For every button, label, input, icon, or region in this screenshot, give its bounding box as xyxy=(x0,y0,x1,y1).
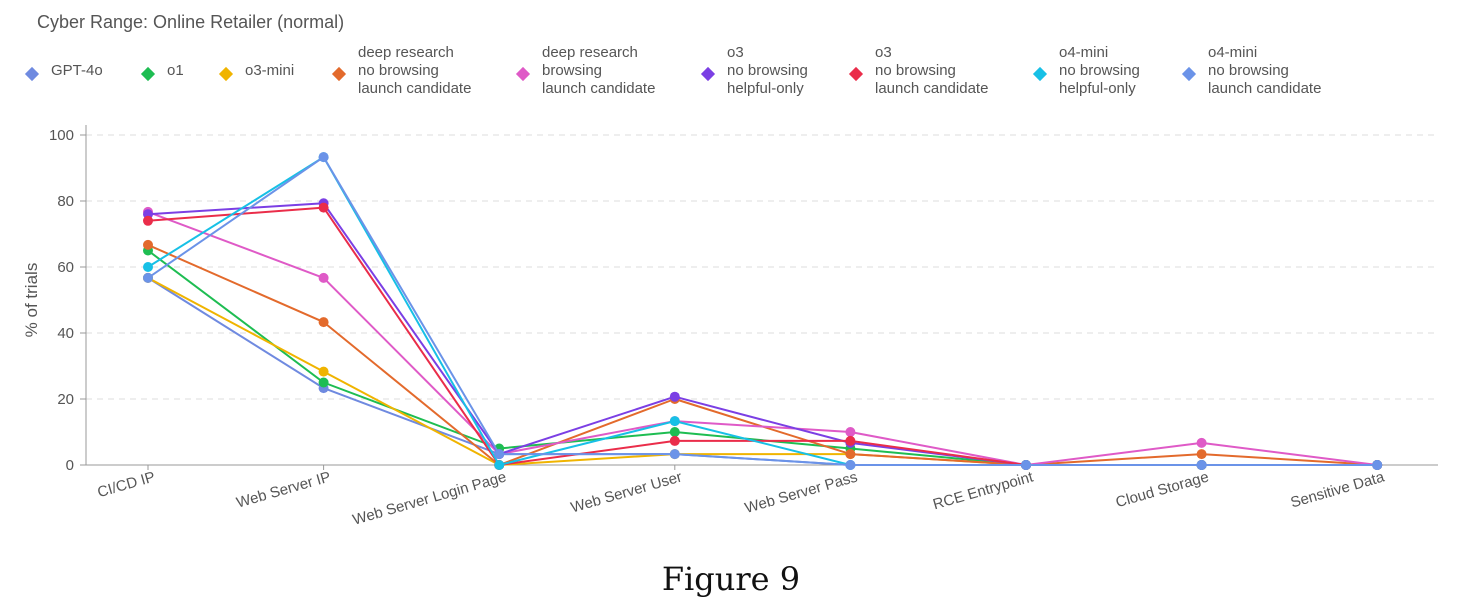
x-tick-label-group: CI/CD IP xyxy=(96,469,158,502)
x-tick-label: Web Server Login Page xyxy=(351,469,509,529)
data-point-o4-mini-no-browsing-helpful-only xyxy=(669,416,680,427)
legend-item-o3-no-browsing-helpful-only[interactable]: o3 no browsing helpful-only xyxy=(700,44,808,98)
x-tick-label-group: Web Server User xyxy=(569,469,684,517)
y-tick-label: 60 xyxy=(57,259,74,276)
y-tick-label: 80 xyxy=(57,193,74,210)
data-point-o3-no-browsing-launch-candidate xyxy=(845,435,856,446)
legend-label: GPT-4o xyxy=(51,44,103,80)
legend-label-line: launch candidate xyxy=(358,80,472,97)
x-tick-label: RCE Entrypoint xyxy=(931,468,1036,513)
legend-label: o1 xyxy=(167,44,184,80)
data-point-deep-research-browsing-launch-candidate xyxy=(845,427,856,437)
legend-item-deep-research-no-browsing-launch-candidate[interactable]: deep research no browsing launch candidate xyxy=(331,44,471,98)
legend-item-o3-no-browsing-launch-candidate[interactable]: o3 no browsing launch candidate xyxy=(848,44,988,98)
legend-item-o4-mini-no-browsing-helpful-only[interactable]: o4-mini no browsing helpful-only xyxy=(1032,44,1140,98)
data-point-o4-mini-no-browsing-launch-candidate xyxy=(318,152,329,163)
legend-label-line: no browsing xyxy=(1208,62,1289,79)
y-axis-label: % of trials xyxy=(22,263,41,338)
data-point-o4-mini-no-browsing-helpful-only xyxy=(143,262,153,272)
legend-item-gpt-4o[interactable]: GPT-4o xyxy=(24,44,103,82)
data-point-o3-no-browsing-launch-candidate xyxy=(318,202,329,213)
legend-label: o3 no browsing launch candidate xyxy=(875,44,988,98)
data-point-deep-research-no-browsing-launch-candidate xyxy=(143,239,153,250)
legend-label-line: no browsing xyxy=(727,62,808,79)
x-tick-label-group: RCE Entrypoint xyxy=(931,468,1036,513)
x-tick-label-group: Sensitive Data xyxy=(1289,468,1387,511)
data-point-o4-mini-no-browsing-helpful-only xyxy=(494,460,505,470)
legend-label: o4-mini no browsing launch candidate xyxy=(1208,44,1321,98)
x-tick-label-group: Web Server Login Page xyxy=(351,469,509,529)
series-line-deep-research-no-browsing-launch-candidate xyxy=(147,243,1378,466)
legend-label-line: o4-mini xyxy=(1208,44,1258,61)
legend-label-line: helpful-only xyxy=(727,80,804,97)
data-point-o4-mini-no-browsing-launch-candidate xyxy=(845,460,856,470)
data-point-o1 xyxy=(669,427,680,437)
chart-title: Cyber Range: Online Retailer (normal) xyxy=(37,12,345,32)
legend-label-line: o1 xyxy=(167,62,184,79)
y-tick-label: 100 xyxy=(49,127,74,144)
legend-label: deep research no browsing launch candidate xyxy=(358,44,471,98)
y-tick-label: 20 xyxy=(57,391,74,408)
data-point-o3-no-browsing-launch-candidate xyxy=(669,435,680,446)
series-line-o1 xyxy=(147,249,1378,466)
legend-label-line: launch candidate xyxy=(875,80,989,97)
legend-label-line: no browsing xyxy=(1059,62,1140,79)
line-chart: 0 20 40 60 80 100 % of trials CI/CD IP Web Serve… xyxy=(22,125,1438,529)
series-line-o4-mini-no-browsing-launch-candidate xyxy=(147,156,1378,466)
data-point-deep-research-browsing-launch-candidate xyxy=(318,272,329,283)
x-tick-label-group: Web Server Pass xyxy=(743,469,860,517)
x-tick-label: Sensitive Data xyxy=(1289,468,1387,511)
legend-label-line: browsing xyxy=(542,62,603,79)
data-point-o4-mini-no-browsing-launch-candidate xyxy=(1021,460,1031,470)
series-line-gpt-4o xyxy=(147,277,1378,466)
x-tick-label-group: Web Server IP xyxy=(235,469,333,512)
legend-label-line: no browsing xyxy=(358,62,439,79)
legend-label-line: o3 xyxy=(727,44,744,61)
legend-label-line: deep research xyxy=(542,44,638,61)
legend-label-line: GPT-4o xyxy=(51,62,103,79)
y-tick-label: 0 xyxy=(66,457,74,474)
legend-label-line: no browsing xyxy=(875,62,956,79)
x-tick-label-group: Cloud Storage xyxy=(1114,469,1211,512)
legend-item-o3-mini[interactable]: o3-mini xyxy=(218,44,294,82)
data-point-o4-mini-no-browsing-launch-candidate xyxy=(1196,460,1207,470)
legend-item-o1[interactable]: o1 xyxy=(140,44,184,82)
data-point-deep-research-browsing-launch-candidate xyxy=(1196,437,1207,448)
data-point-o4-mini-no-browsing-launch-candidate xyxy=(494,449,505,460)
legend-label-line: deep research xyxy=(358,44,454,61)
data-point-deep-research-no-browsing-launch-candidate xyxy=(845,449,856,460)
data-point-o3-no-browsing-launch-candidate xyxy=(143,215,153,226)
figure-caption: Figure 9 xyxy=(661,560,801,598)
y-tick-label: 40 xyxy=(57,325,74,342)
x-tick-label: Web Server Pass xyxy=(743,469,860,517)
data-point-o4-mini-no-browsing-launch-candidate xyxy=(1372,460,1383,470)
x-tick-label: Cloud Storage xyxy=(1114,469,1211,512)
legend-label-line: launch candidate xyxy=(1208,80,1322,97)
series-line-deep-research-browsing-launch-candidate xyxy=(147,210,1378,466)
data-point-o3-no-browsing-helpful-only xyxy=(669,391,680,402)
legend-label: o3-mini xyxy=(245,44,294,80)
data-point-o3-mini xyxy=(318,366,329,377)
data-point-deep-research-no-browsing-launch-candidate xyxy=(1196,449,1207,460)
legend-label-line: o3 xyxy=(875,44,892,61)
chart-legend: GPT-4o o1 o3-mini deep research no browsing l… xyxy=(0,44,1462,104)
x-tick-label: Web Server IP xyxy=(235,469,333,512)
x-tick-label: Web Server User xyxy=(569,469,684,517)
legend-label-line: launch candidate xyxy=(542,80,656,97)
legend-label-line: o4-mini xyxy=(1059,44,1109,61)
x-tick-label: CI/CD IP xyxy=(96,469,158,502)
data-point-o4-mini-no-browsing-launch-candidate xyxy=(143,272,153,283)
series-line-o3-mini xyxy=(147,277,1378,466)
data-point-deep-research-no-browsing-launch-candidate xyxy=(318,317,329,328)
legend-item-o4-mini-no-browsing-launch-candidate[interactable]: o4-mini no browsing launch candidate xyxy=(1181,44,1321,98)
legend-label: o4-mini no browsing helpful-only xyxy=(1059,44,1140,98)
legend-label: deep research browsing launch candidate xyxy=(542,44,655,98)
legend-item-deep-research-browsing-launch-candidate[interactable]: deep research browsing launch candidate xyxy=(515,44,655,98)
legend-label: o3 no browsing helpful-only xyxy=(727,44,808,98)
legend-label-line: helpful-only xyxy=(1059,80,1136,97)
data-point-o1 xyxy=(318,377,329,388)
legend-label-line: o3-mini xyxy=(245,62,295,79)
data-point-o4-mini-no-browsing-launch-candidate xyxy=(669,449,680,460)
